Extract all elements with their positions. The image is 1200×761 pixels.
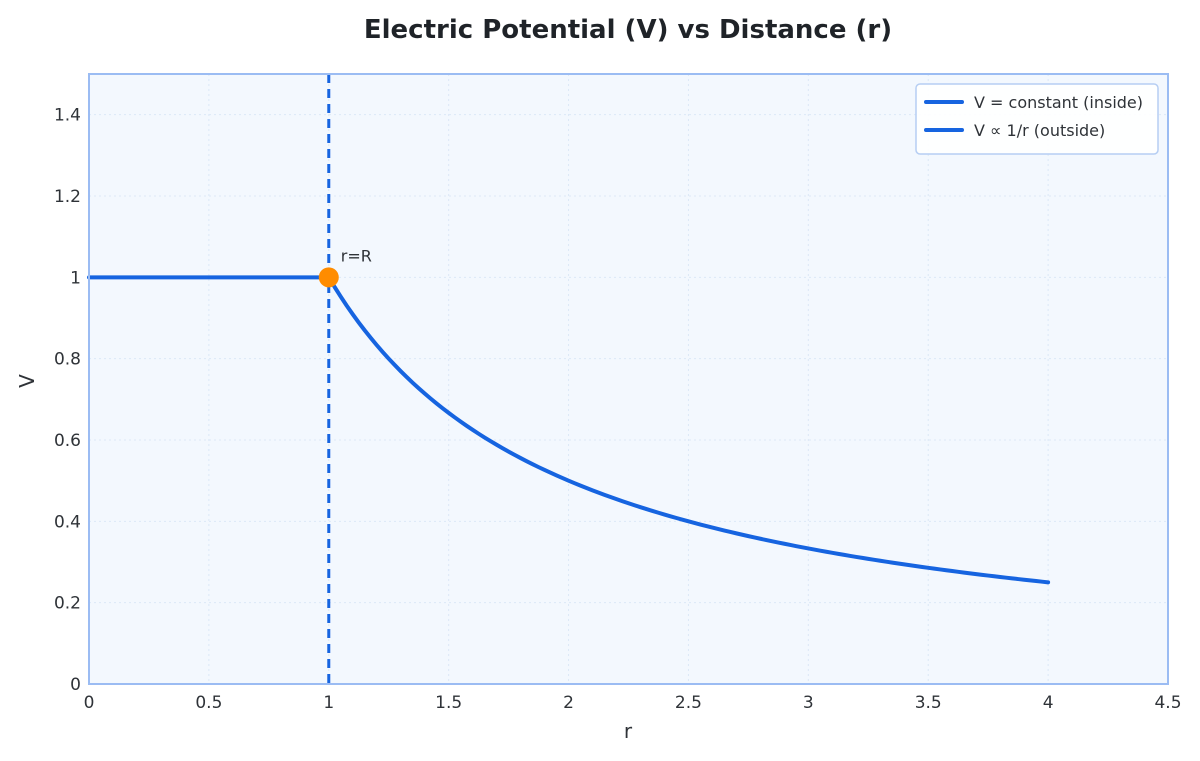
y-tick-label-1: 0.2 [54, 594, 81, 614]
plot-border [88, 73, 1169, 685]
x-tick-label-3: 1.5 [435, 693, 462, 713]
y-tick-label-2: 0.4 [54, 512, 81, 532]
x-axis-ticks: 0 0.5 1 1.5 2 2.5 3 3.5 4 4.5 [84, 693, 1182, 713]
y-axis-ticks: 0 0.2 0.4 0.6 0.8 1 1.2 1.4 [54, 106, 81, 695]
x-tick-label-8: 4 [1043, 693, 1054, 713]
x-tick-label-7: 3.5 [915, 693, 942, 713]
x-tick-label-2: 1 [323, 693, 334, 713]
y-tick-label-4: 0.8 [54, 350, 81, 370]
x-tick-label-9: 4.5 [1154, 693, 1181, 713]
legend: V = constant (inside) V ∝ 1/r (outside) [915, 83, 1159, 155]
legend-label-0: V = constant (inside) [974, 93, 1143, 112]
y-tick-label-3: 0.6 [54, 431, 81, 451]
chart-title: Electric Potential (V) vs Distance (r) [364, 15, 892, 45]
legend-label-1: V ∝ 1/r (outside) [974, 121, 1105, 140]
x-axis-label: r [624, 719, 633, 743]
legend-box [915, 83, 1159, 155]
y-axis-label: V [15, 374, 39, 388]
y-tick-label-5: 1 [70, 268, 81, 288]
x-tick-label-5: 2.5 [675, 693, 702, 713]
x-tick-label-0: 0 [84, 693, 95, 713]
series-line-1 [326, 275, 1051, 585]
x-tick-label-4: 2 [563, 693, 574, 713]
y-tick-label-6: 1.2 [54, 187, 81, 207]
boundary-marker [318, 267, 339, 288]
plot-area [89, 74, 1168, 684]
x-tick-label-6: 3 [803, 693, 814, 713]
series-layer [87, 275, 1051, 585]
y-tick-label-7: 1.4 [54, 106, 81, 126]
x-tick-label-1: 0.5 [195, 693, 222, 713]
boundary-annotation: r=R [341, 246, 372, 265]
y-tick-label-0: 0 [70, 675, 81, 695]
